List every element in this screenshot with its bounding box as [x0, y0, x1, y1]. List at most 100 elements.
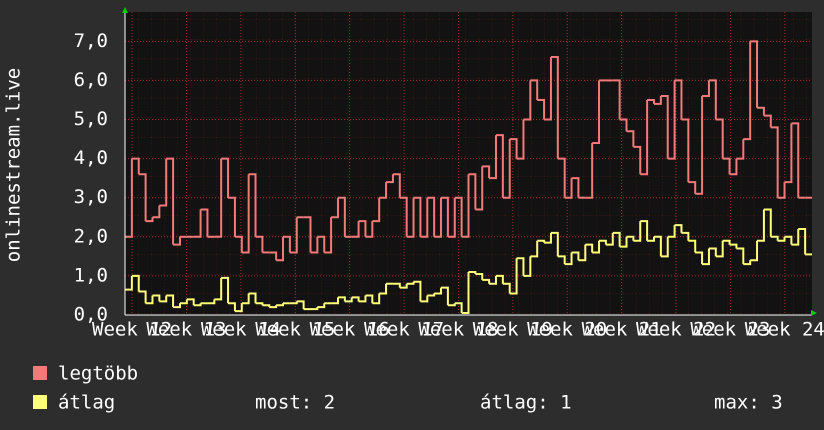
series-step — [489, 135, 497, 180]
series-step — [413, 196, 422, 237]
series-step — [585, 243, 594, 253]
series-step — [482, 165, 491, 179]
stat-max: max: 3 — [714, 392, 783, 414]
series-step — [406, 197, 415, 238]
legend-label: átlag — [58, 392, 115, 414]
series-step — [605, 232, 614, 246]
x-tick-label: Week 18 — [418, 319, 498, 341]
series-step — [777, 236, 786, 242]
series-step — [550, 55, 559, 159]
series-step — [392, 282, 401, 288]
series-step — [214, 158, 223, 238]
series-step — [159, 158, 168, 207]
series-step — [633, 221, 642, 242]
series-step — [791, 228, 800, 246]
x-tick-label: Week 23 — [690, 319, 770, 341]
series-step — [523, 80, 532, 121]
series-step — [200, 208, 209, 237]
series-step — [248, 292, 257, 304]
series-step — [770, 126, 779, 198]
series-step — [660, 236, 669, 258]
series-step — [179, 299, 188, 305]
series-step — [702, 80, 710, 98]
x-tick-label: Week 17 — [364, 319, 444, 341]
series-step — [660, 95, 669, 159]
y-tick-label: 2,0 — [74, 225, 108, 247]
series-step — [743, 260, 752, 266]
series-step — [578, 244, 587, 262]
series-step — [214, 277, 223, 301]
series-step — [722, 239, 731, 245]
series-step — [736, 247, 745, 265]
series-step — [530, 240, 539, 258]
series-step — [358, 295, 367, 303]
y-tick-label: 6,0 — [74, 69, 108, 91]
series-step — [702, 248, 710, 266]
series-step — [489, 275, 497, 285]
series-step — [736, 139, 745, 160]
series-step — [653, 235, 662, 257]
series-step — [612, 231, 621, 247]
y-axis-label: onlinestream.live — [3, 68, 25, 262]
series-step — [722, 157, 731, 175]
x-tick-label: Week 15 — [255, 319, 335, 341]
series-step — [482, 278, 491, 284]
series-step — [564, 252, 573, 266]
series-step — [475, 166, 484, 211]
series-step — [502, 282, 511, 294]
minor-grid — [125, 12, 812, 315]
series-step — [248, 173, 257, 237]
series-step — [372, 197, 381, 223]
series-step — [626, 235, 635, 241]
series-step — [592, 80, 601, 144]
series-step — [317, 235, 326, 253]
series-step — [743, 41, 752, 141]
series-step — [131, 274, 140, 292]
series-step — [186, 298, 195, 306]
series-step — [392, 173, 401, 198]
series-step — [166, 294, 175, 308]
series-step — [125, 158, 133, 238]
series-step — [729, 158, 738, 176]
series-step — [647, 98, 655, 104]
series-step — [241, 293, 250, 305]
series-step — [750, 240, 759, 262]
series-step — [138, 173, 147, 222]
series-step — [695, 251, 704, 265]
x-tick-label: Week 20 — [527, 319, 607, 341]
series-step — [757, 209, 765, 242]
series-step — [241, 174, 250, 254]
series-step — [441, 196, 449, 237]
series-step — [399, 196, 408, 237]
y-tick-label: 5,0 — [74, 108, 108, 130]
series-step — [234, 235, 243, 253]
series-step — [784, 235, 793, 245]
series-step — [365, 221, 374, 238]
y-tick-label: 7,0 — [74, 30, 108, 52]
series-step — [228, 196, 236, 237]
series-step — [633, 145, 642, 175]
legend-swatch — [33, 395, 47, 409]
series-step — [207, 299, 216, 305]
series-step — [138, 290, 147, 304]
series-step — [791, 122, 800, 198]
x-tick-label: Week 12 — [92, 319, 172, 341]
x-tick-label: Week 16 — [310, 319, 390, 341]
series-step — [750, 40, 759, 108]
series-step — [337, 296, 346, 302]
series-step — [413, 280, 422, 302]
x-tick-label: Week 22 — [636, 319, 716, 341]
series-step — [557, 157, 566, 198]
series-step — [495, 134, 504, 198]
series-step — [708, 247, 717, 257]
series-step — [221, 157, 230, 198]
series-step — [173, 303, 181, 309]
series-step — [454, 302, 463, 314]
series-step — [379, 283, 388, 295]
series-step — [640, 220, 649, 241]
series-step — [557, 255, 566, 265]
series-step — [427, 196, 436, 237]
series-step — [523, 256, 532, 277]
series-step — [296, 300, 305, 310]
